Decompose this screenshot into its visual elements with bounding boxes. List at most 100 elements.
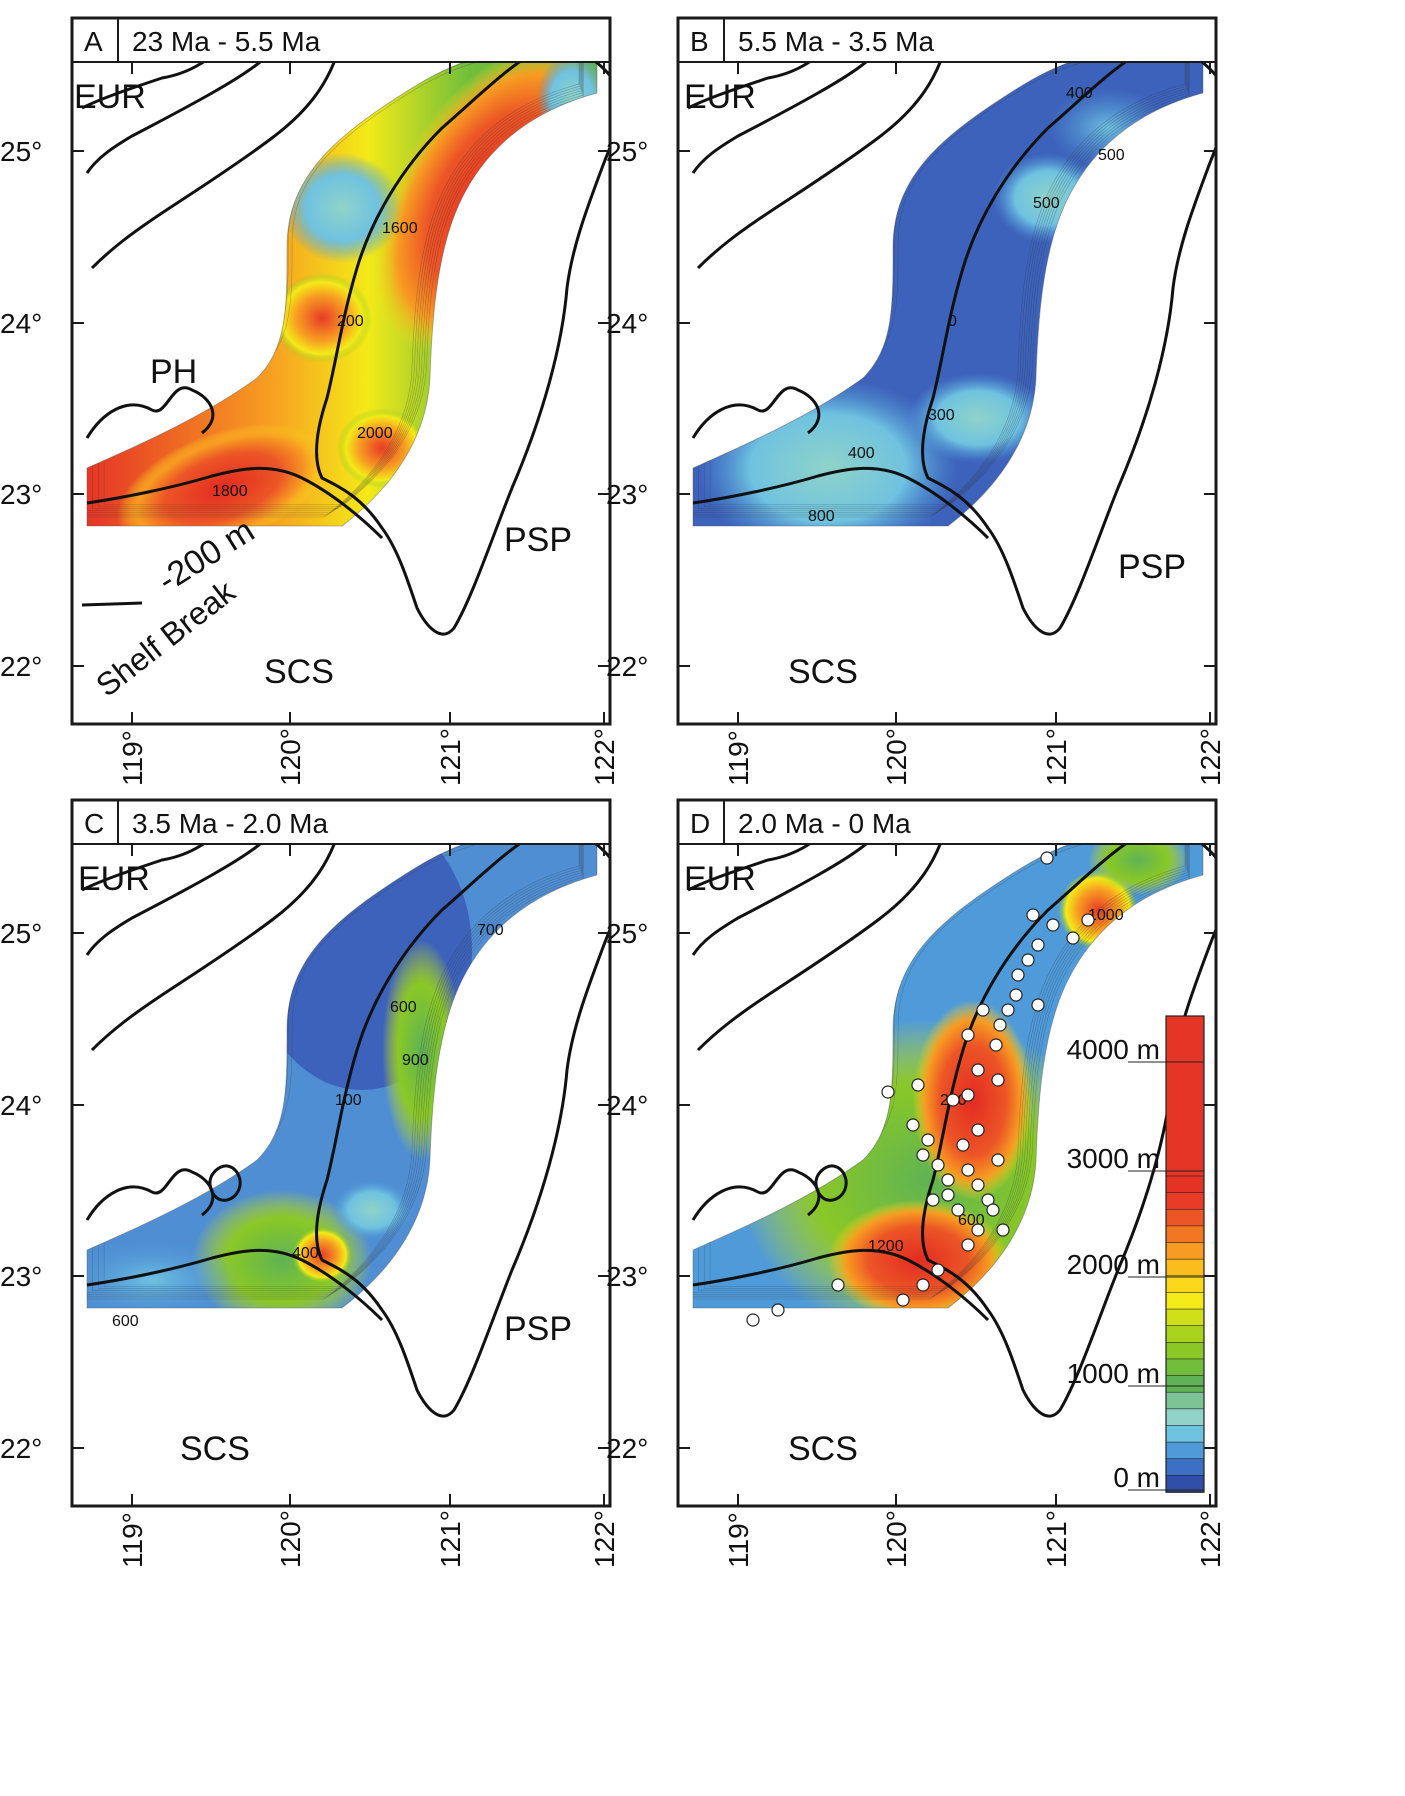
panel-frame (70, 16, 612, 726)
region-label-scs: SCS (788, 1430, 858, 1468)
region-label-psp: PSP (1118, 548, 1186, 586)
panel-title: 3.5 Ma - 2.0 Ma (132, 808, 329, 839)
latitude-label: 22° (0, 651, 42, 682)
well-marker (881, 1085, 895, 1099)
well-marker (921, 1133, 935, 1147)
well-marker (996, 1223, 1010, 1237)
sediment-thickness-fill (693, 62, 1203, 526)
contour-label: 1000 (1088, 907, 1124, 924)
latitude-label: 23° (0, 1261, 42, 1292)
longitude-label: 120° (881, 728, 912, 786)
well-marker (961, 1163, 975, 1177)
latitude-label: 23° (0, 479, 42, 510)
contour-label: 600 (390, 999, 417, 1016)
contour-label: 400 (848, 445, 875, 462)
legend-swatch (1165, 1258, 1205, 1277)
well-marker (911, 1078, 925, 1092)
contour-label: 1600 (382, 220, 418, 237)
contour-label: 900 (402, 1052, 429, 1069)
latitude-label: 24° (0, 1090, 42, 1121)
legend-swatch (1165, 1308, 1205, 1327)
legend-swatch (1165, 1408, 1205, 1427)
latitude-label: 24° (0, 308, 42, 339)
well-marker (989, 1038, 1003, 1052)
well-marker (951, 1203, 965, 1217)
well-marker (961, 1088, 975, 1102)
contour-label: 0 (948, 313, 957, 330)
legend-swatch (1165, 1225, 1205, 1244)
well-marker (971, 1178, 985, 1192)
contour-label: 1200 (868, 1238, 904, 1255)
longitude-label: 119° (117, 1512, 148, 1568)
latitude-label: 23° (606, 1261, 648, 1292)
panel-letter: C (84, 808, 104, 839)
well-marker (941, 1173, 955, 1187)
longitude-label: 119° (723, 730, 754, 786)
well-marker (946, 1093, 960, 1107)
latitude-label: 22° (606, 651, 648, 682)
longitude-label: 122° (589, 728, 620, 786)
contour-label: 500 (1033, 195, 1060, 212)
well-marker (1031, 998, 1045, 1012)
panel-title: 2.0 Ma - 0 Ma (738, 808, 911, 839)
well-marker (961, 1028, 975, 1042)
longitude-label: 120° (275, 728, 306, 786)
well-marker (971, 1223, 985, 1237)
contour-label: 700 (477, 922, 504, 939)
well-marker (931, 1158, 945, 1172)
legend-label: 3000 m (1067, 1143, 1160, 1174)
well-marker (1081, 913, 1095, 927)
region-label-eur: EUR (74, 78, 146, 116)
well-marker (941, 1188, 955, 1202)
legend-swatch (1165, 1208, 1205, 1227)
longitude-label: 120° (881, 1510, 912, 1568)
longitude-label: 121° (435, 728, 466, 786)
latitude-label: 24° (606, 1090, 648, 1121)
well-marker (916, 1148, 930, 1162)
legend-swatch (1165, 1292, 1205, 1310)
contour-label: 300 (928, 407, 955, 424)
map-panel-D: 10002006001200EURSCSD2.0 Ma - 0 Ma25°24°… (606, 798, 1226, 1568)
well-marker (916, 1278, 930, 1292)
well-marker (746, 1313, 760, 1327)
well-marker (1031, 938, 1045, 952)
panel-letter: B (690, 26, 709, 57)
contour-label: 1800 (212, 483, 248, 500)
panel-title: 5.5 Ma - 3.5 Ma (738, 26, 935, 57)
well-marker (993, 1018, 1007, 1032)
well-marker (1021, 953, 1035, 967)
longitude-label: 121° (1041, 728, 1072, 786)
map-panel-C: 700 600 900 100 400 600 EUR PSP SCS C 3.5 Ma - 2.0… (0, 798, 620, 1568)
latitude-label: 25° (0, 918, 42, 949)
latitude-label: 25° (0, 136, 42, 167)
region-label-psp: PSP (504, 521, 572, 559)
well-marker (1040, 851, 1054, 865)
legend-swatch (1165, 1192, 1205, 1211)
panel-frame (70, 798, 612, 1508)
contour-label: 200 (337, 313, 364, 330)
contour-label: 2000 (357, 425, 393, 442)
well-marker (956, 1138, 970, 1152)
well-marker (931, 1263, 945, 1277)
longitude-label: 121° (1041, 1510, 1072, 1568)
latitude-label: 25° (606, 918, 648, 949)
legend-swatch (1165, 1358, 1205, 1377)
well-markers (746, 851, 1095, 1327)
legend-swatch (1165, 1458, 1205, 1477)
panel-frame (676, 16, 1218, 726)
well-marker (906, 1118, 920, 1132)
region-label-psp: PSP (504, 1310, 572, 1348)
legend-swatch (1165, 1325, 1205, 1344)
legend-label: 1000 m (1067, 1358, 1160, 1389)
color-scale-legend: 4000 m 3000 m 2000 m 1000 m 0 m (1067, 1015, 1205, 1493)
contour-label: 600 (112, 1313, 139, 1330)
contour-label: 800 (808, 508, 835, 525)
legend-label: 2000 m (1067, 1249, 1160, 1280)
legend-swatch (1165, 1425, 1205, 1443)
longitude-label: 119° (723, 1512, 754, 1568)
well-marker (1026, 908, 1040, 922)
latitude-label: 24° (606, 308, 648, 339)
legend-swatch (1166, 1016, 1204, 1176)
